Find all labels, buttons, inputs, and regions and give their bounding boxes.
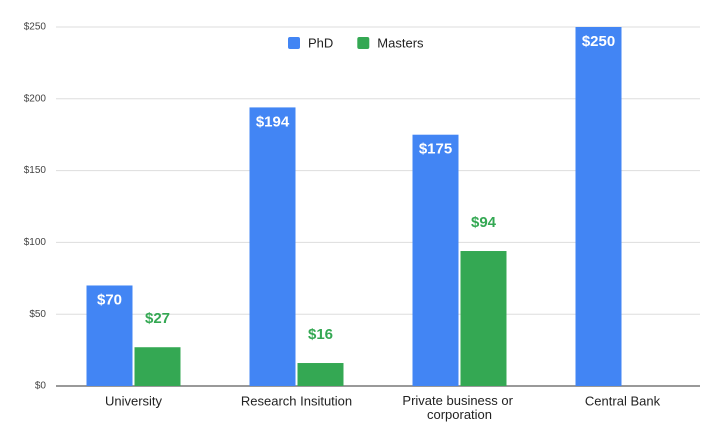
legend-swatch <box>288 37 300 49</box>
data-label: $250 <box>582 33 615 50</box>
y-tick-label: $150 <box>24 165 47 176</box>
bar <box>412 134 459 386</box>
x-tick-label: Central Bank <box>585 393 661 408</box>
y-tick-label: $0 <box>35 381 47 392</box>
data-label: $16 <box>308 326 333 343</box>
legend-label: PhD <box>308 35 333 50</box>
y-tick-label: $50 <box>29 309 46 320</box>
x-tick-label: Private business or corporation <box>402 393 516 422</box>
bar <box>86 285 133 386</box>
bar <box>134 347 181 386</box>
y-tick-label: $200 <box>24 93 47 104</box>
bar <box>249 107 296 386</box>
data-label: $194 <box>256 113 290 130</box>
data-label: $94 <box>471 214 497 231</box>
y-tick-label: $250 <box>24 22 47 33</box>
bar <box>575 27 622 386</box>
bar <box>297 363 344 386</box>
data-label: $27 <box>145 310 170 327</box>
data-label: $175 <box>419 141 452 158</box>
x-tick-label: Research Insitution <box>241 393 352 408</box>
legend-swatch <box>357 37 370 49</box>
y-tick-label: $100 <box>24 237 47 248</box>
legend-label: Masters <box>377 35 424 50</box>
data-label: $70 <box>97 291 122 308</box>
x-tick-label: University <box>105 393 163 408</box>
bar <box>460 251 507 386</box>
